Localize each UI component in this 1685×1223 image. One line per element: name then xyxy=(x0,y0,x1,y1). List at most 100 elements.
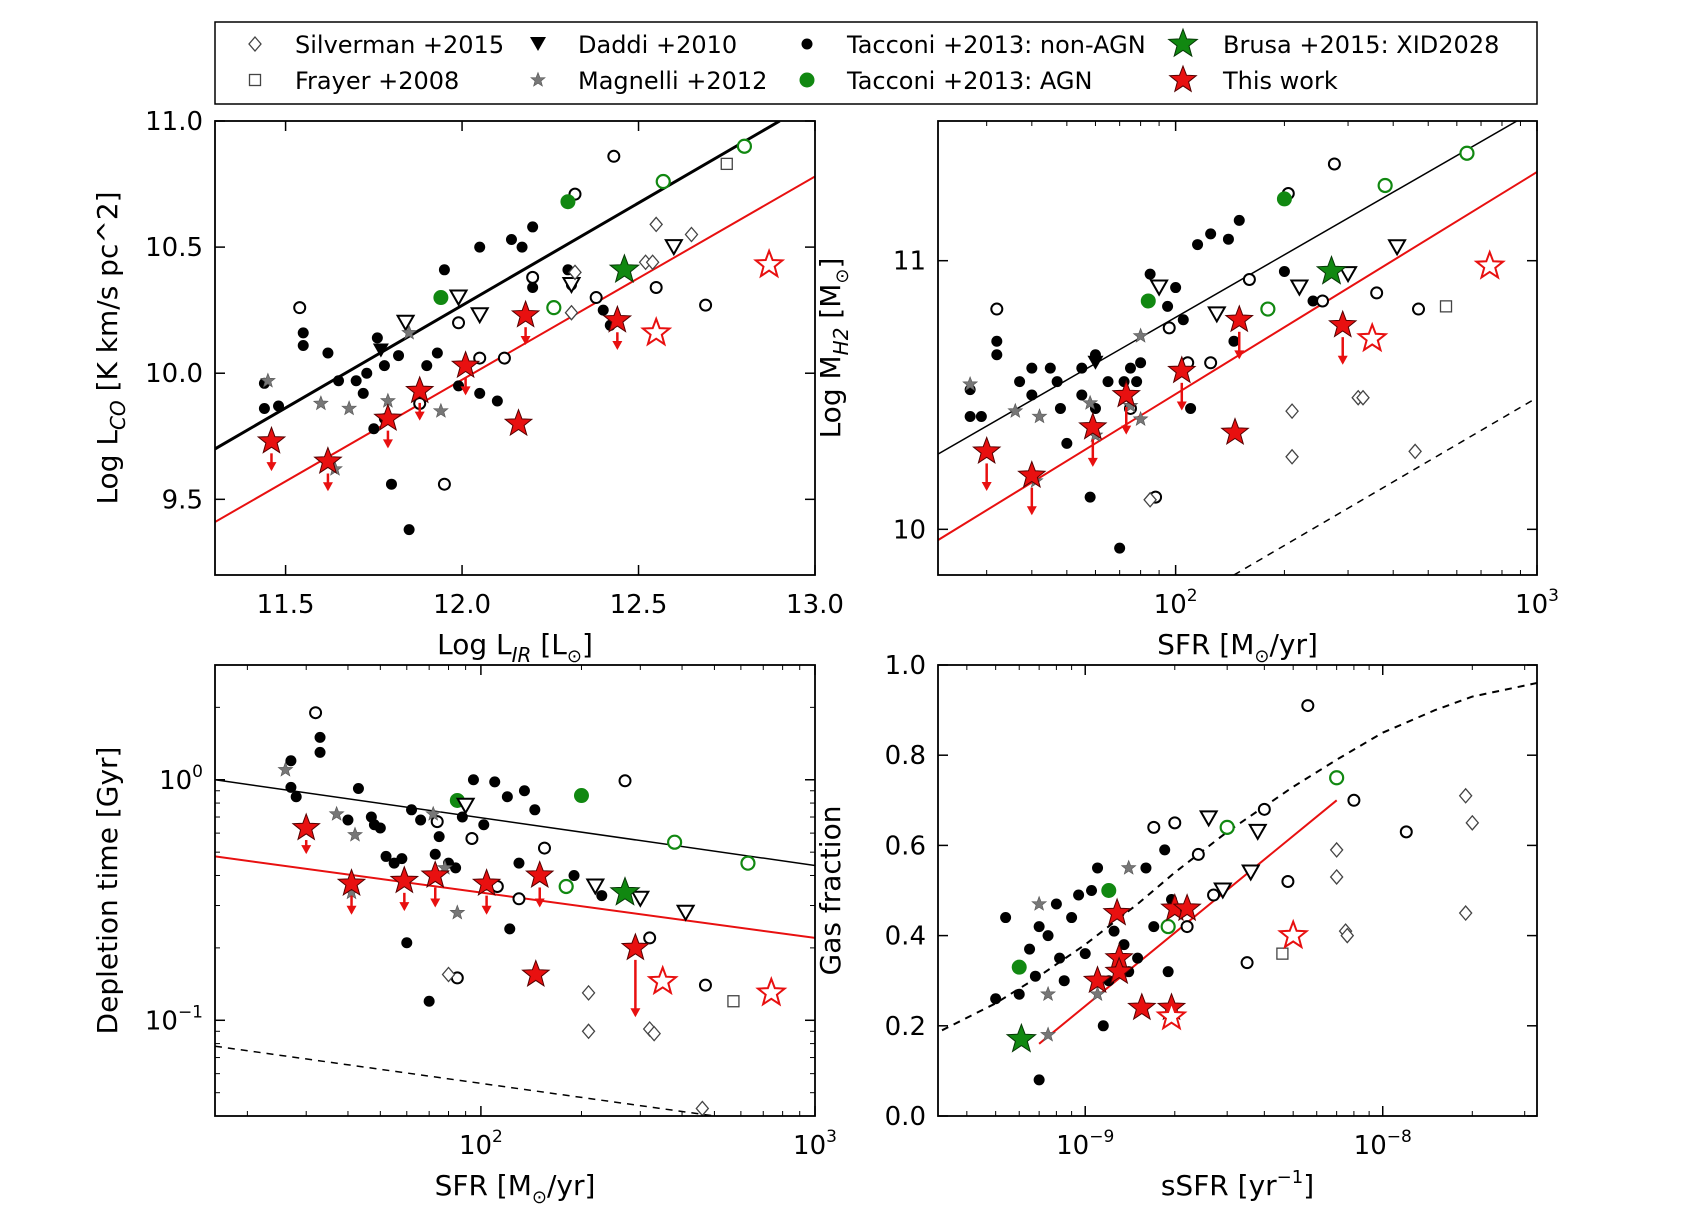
point xyxy=(1122,397,1139,413)
point xyxy=(1086,885,1098,896)
series-tacconi-2013-agn-open- xyxy=(546,138,753,316)
point xyxy=(645,254,660,271)
point xyxy=(1143,491,1157,508)
upper-limit-arrow xyxy=(399,892,410,912)
point xyxy=(450,350,481,379)
point xyxy=(620,932,651,961)
point xyxy=(1031,408,1048,424)
series-daddi-2010 xyxy=(455,797,696,922)
point xyxy=(491,395,503,407)
point xyxy=(438,264,450,276)
point xyxy=(467,774,479,786)
point xyxy=(1285,403,1299,420)
point xyxy=(526,270,540,284)
point xyxy=(401,324,418,340)
point xyxy=(322,347,334,359)
series-brusa-2015-xid2028 xyxy=(1005,1022,1037,1053)
y-axis-label: Log MH2 [M⊙] xyxy=(814,258,853,439)
point xyxy=(1387,239,1407,257)
point xyxy=(503,408,534,437)
y-tick-label: 100 xyxy=(159,762,203,796)
series-daddi-2010-filled- xyxy=(372,343,389,358)
point xyxy=(314,746,326,758)
point xyxy=(1144,268,1156,280)
point xyxy=(449,904,466,920)
point xyxy=(564,304,579,321)
series-magnelli-2012 xyxy=(1031,859,1137,1042)
point xyxy=(607,149,621,163)
arrow-head xyxy=(382,439,393,449)
point xyxy=(378,360,390,372)
arrow-head xyxy=(1026,506,1037,516)
series-silverman-2015 xyxy=(441,966,710,1116)
x-tick-label: 102 xyxy=(1154,586,1198,620)
point xyxy=(421,360,433,372)
arrow-head xyxy=(630,1008,641,1018)
point xyxy=(433,290,449,306)
x-tick-label: 10−9 xyxy=(1056,1127,1114,1161)
point xyxy=(441,966,456,983)
upper-limit-arrow xyxy=(266,453,277,472)
point xyxy=(285,755,297,767)
point xyxy=(456,811,468,823)
point xyxy=(1078,411,1108,440)
point xyxy=(596,890,608,902)
point xyxy=(361,367,373,379)
series-brusa-2015-xid2028 xyxy=(608,253,641,284)
point xyxy=(1260,301,1276,317)
point xyxy=(1329,868,1344,885)
point xyxy=(1147,820,1161,834)
series-frayer-2008 xyxy=(727,995,740,1008)
legend-label-daddi: Daddi +2010 xyxy=(578,31,737,59)
point xyxy=(1131,376,1143,388)
arrow-head xyxy=(1337,355,1348,365)
legend-label-magnelli: Magnelli +2012 xyxy=(578,67,767,95)
point xyxy=(309,706,323,720)
point xyxy=(336,868,367,897)
series-this-work-open- xyxy=(646,964,788,1007)
plot-area xyxy=(938,121,1537,575)
point xyxy=(430,815,444,829)
point xyxy=(1356,389,1370,406)
point xyxy=(1089,985,1106,1001)
solar-symbol: ⊙ xyxy=(532,1187,547,1208)
point xyxy=(1040,1026,1057,1042)
point xyxy=(1408,443,1422,460)
point xyxy=(1307,295,1319,307)
point xyxy=(1205,228,1217,240)
legend-entry-daddi: Daddi +2010 xyxy=(530,31,737,59)
point xyxy=(684,226,699,243)
point xyxy=(1042,930,1054,942)
point xyxy=(1066,912,1078,924)
point xyxy=(357,387,369,399)
series-tacconi-2013-non-agn xyxy=(990,844,1178,1086)
point xyxy=(1082,965,1113,994)
axes-frame xyxy=(214,120,816,576)
point xyxy=(975,411,987,423)
legend-entry-magnelli: Magnelli +2012 xyxy=(530,67,767,95)
point xyxy=(1026,362,1038,374)
series-tacconi-2013-non-agn-open- xyxy=(309,706,712,992)
series-this-work-open- xyxy=(1356,249,1506,353)
legend-marker-silverman xyxy=(248,36,262,52)
upper-limit-arrow xyxy=(981,463,992,492)
point xyxy=(581,1023,596,1040)
point xyxy=(1329,770,1345,786)
point xyxy=(1013,988,1025,1000)
point xyxy=(1439,300,1453,313)
x-tick-label: 11.5 xyxy=(257,590,315,620)
point xyxy=(1132,327,1149,343)
point xyxy=(1170,282,1182,294)
point xyxy=(293,301,307,315)
point xyxy=(964,411,976,423)
point xyxy=(990,993,1002,1005)
arrow-head xyxy=(399,902,410,912)
point xyxy=(1465,814,1480,831)
arrow-head xyxy=(346,905,357,915)
point xyxy=(1149,279,1169,297)
point xyxy=(1289,279,1310,297)
series-daddi-2010 xyxy=(395,239,684,332)
point xyxy=(1162,966,1174,978)
series-this-work-open- xyxy=(1155,918,1310,1031)
arrow-head xyxy=(460,386,471,396)
